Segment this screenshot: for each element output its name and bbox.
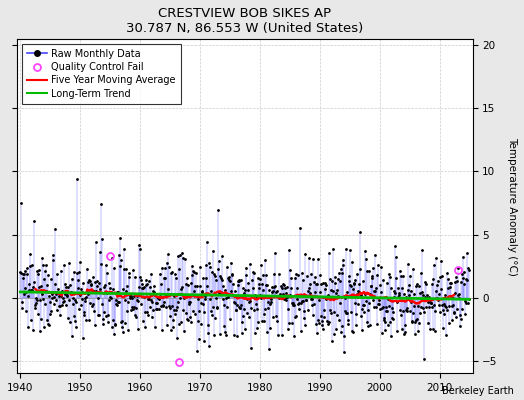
Text: Berkeley Earth: Berkeley Earth: [442, 386, 514, 396]
Title: CRESTVIEW BOB SIKES AP
30.787 N, 86.553 W (United States): CRESTVIEW BOB SIKES AP 30.787 N, 86.553 …: [126, 7, 364, 35]
Y-axis label: Temperature Anomaly (°C): Temperature Anomaly (°C): [507, 137, 517, 276]
Legend: Raw Monthly Data, Quality Control Fail, Five Year Moving Average, Long-Term Tren: Raw Monthly Data, Quality Control Fail, …: [23, 44, 181, 104]
